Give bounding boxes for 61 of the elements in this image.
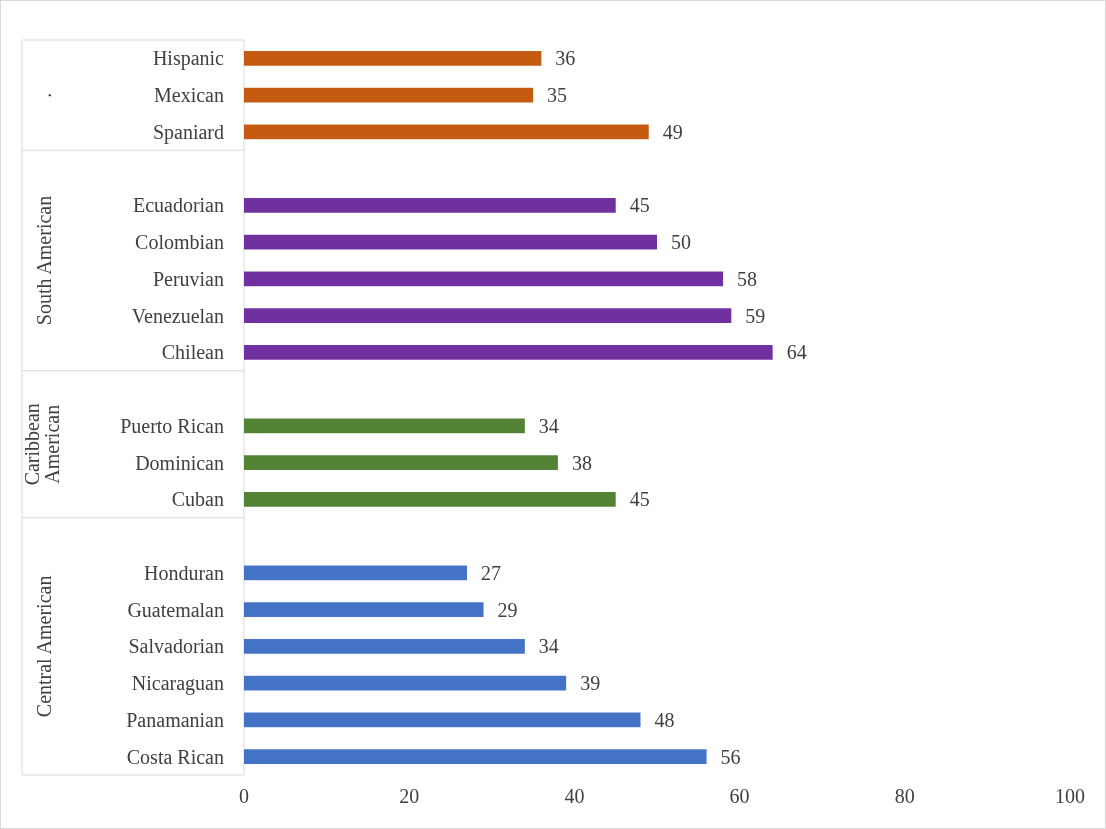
data-label: 56 bbox=[720, 745, 741, 768]
data-label: 36 bbox=[555, 47, 576, 70]
y-tick-label: Panamanian bbox=[126, 708, 224, 731]
data-label: 45 bbox=[629, 488, 650, 511]
data-label: 64 bbox=[786, 341, 807, 364]
bar bbox=[244, 124, 649, 140]
data-label: 45 bbox=[629, 194, 650, 217]
bar bbox=[244, 308, 732, 323]
data-label: 34 bbox=[538, 635, 559, 658]
bar bbox=[244, 675, 567, 691]
y-tick-label: Spaniard bbox=[152, 120, 224, 144]
bar bbox=[244, 602, 484, 617]
y-tick-label: Hispanic bbox=[152, 47, 225, 71]
y-tick-label: Mexican bbox=[154, 84, 224, 107]
y-tick-label: Peruvian bbox=[152, 267, 224, 290]
y-tick-label: Puerto Rican bbox=[120, 414, 224, 437]
y-tick-label: Honduran bbox=[144, 561, 224, 584]
bar bbox=[244, 51, 542, 66]
data-label: 27 bbox=[481, 561, 502, 584]
data-label: 48 bbox=[654, 708, 675, 731]
text: South American bbox=[33, 195, 55, 326]
y-tick-label: Nicaraguan bbox=[131, 672, 224, 696]
text: Central American bbox=[33, 575, 55, 718]
data-label: 49 bbox=[662, 120, 683, 143]
text: Caribbean American bbox=[21, 403, 63, 486]
x-tick-label: 40 bbox=[564, 785, 585, 807]
bar bbox=[244, 345, 773, 360]
bar bbox=[244, 455, 558, 470]
data-label: 58 bbox=[737, 267, 758, 290]
y-tick-label: Dominican bbox=[135, 451, 224, 474]
data-label: 29 bbox=[497, 598, 518, 621]
bar bbox=[244, 234, 657, 250]
bar bbox=[244, 418, 525, 434]
bar bbox=[244, 271, 724, 287]
y-tick-label: Costa Rican bbox=[126, 745, 224, 768]
x-tick-label: 60 bbox=[729, 785, 750, 807]
x-tick-label: 100 bbox=[1055, 785, 1085, 807]
y-tick-label: Venezuelan bbox=[131, 304, 224, 327]
data-label: 39 bbox=[580, 672, 601, 695]
data-label: 35 bbox=[547, 84, 568, 107]
x-tick-label: 80 bbox=[894, 785, 915, 807]
bar bbox=[244, 639, 525, 654]
data-label: 38 bbox=[571, 451, 592, 474]
text: . bbox=[33, 92, 55, 98]
bar bbox=[244, 198, 616, 213]
bar bbox=[244, 749, 707, 764]
y-tick-label: Cuban bbox=[171, 488, 224, 511]
y-tick-label: Chilean bbox=[161, 341, 224, 364]
y-tick-label: Ecuadorian bbox=[132, 194, 224, 217]
x-tick-label: 0 bbox=[239, 785, 249, 807]
y-tick-label: Salvadorian bbox=[128, 635, 224, 658]
data-label: 50 bbox=[671, 231, 691, 254]
bar bbox=[244, 565, 468, 581]
data-label: 34 bbox=[538, 414, 559, 437]
x-tick-label: 20 bbox=[399, 785, 420, 807]
y-tick-label: Colombian bbox=[135, 231, 224, 254]
bar bbox=[244, 492, 616, 507]
data-label: 59 bbox=[745, 304, 766, 327]
bar bbox=[244, 87, 534, 103]
bar bbox=[244, 712, 641, 728]
y-tick-label: Guatemalan bbox=[127, 598, 224, 621]
